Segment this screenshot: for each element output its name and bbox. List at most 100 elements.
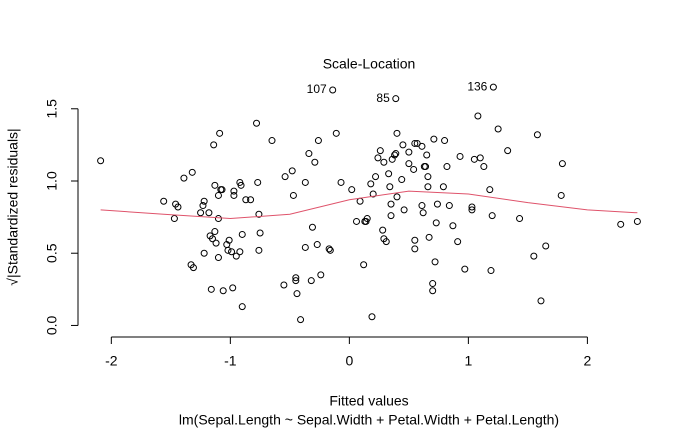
data-point xyxy=(305,150,313,158)
data-point xyxy=(400,206,408,214)
data-point xyxy=(353,217,361,225)
data-point xyxy=(207,285,215,293)
data-point xyxy=(228,248,236,256)
data-point xyxy=(280,281,288,289)
data-point xyxy=(456,152,464,160)
data-point xyxy=(418,202,426,210)
data-point xyxy=(208,235,216,243)
data-point xyxy=(386,183,394,191)
data-point xyxy=(430,135,438,143)
y-tick-label: 1.5 xyxy=(44,99,60,119)
data-point xyxy=(392,95,400,103)
data-point xyxy=(391,151,399,159)
data-point xyxy=(542,242,550,250)
data-point xyxy=(232,252,240,260)
data-point xyxy=(382,238,390,246)
data-point xyxy=(255,246,263,254)
y-tick-label: 1.0 xyxy=(44,171,60,191)
data-point xyxy=(325,245,333,253)
data-point xyxy=(288,167,296,175)
data-point xyxy=(423,151,431,159)
data-point xyxy=(293,290,301,298)
data-point xyxy=(292,274,300,282)
data-point xyxy=(405,160,413,168)
data-point xyxy=(385,170,393,178)
data-point xyxy=(313,241,321,249)
data-point xyxy=(308,223,316,231)
data-point xyxy=(433,200,441,208)
data-point xyxy=(160,197,168,205)
data-point xyxy=(326,246,334,254)
data-point xyxy=(356,197,364,205)
y-axis-label: √|Standardized residuals| xyxy=(5,128,21,285)
data-point xyxy=(281,173,289,181)
data-point xyxy=(489,83,497,91)
data-point xyxy=(367,180,375,188)
data-point xyxy=(425,233,433,241)
data-point xyxy=(256,229,264,237)
data-point xyxy=(419,209,427,217)
x-tick-label: 2 xyxy=(584,353,592,369)
data-point xyxy=(255,210,263,218)
data-point xyxy=(410,165,418,173)
data-point xyxy=(225,236,233,244)
data-point xyxy=(399,141,407,149)
data-point xyxy=(238,303,246,311)
data-point xyxy=(429,280,437,288)
data-point xyxy=(337,178,345,186)
data-point xyxy=(97,157,105,165)
data-point xyxy=(372,173,380,181)
data-point xyxy=(476,154,484,162)
data-point xyxy=(424,183,432,191)
data-point xyxy=(418,142,426,150)
data-point xyxy=(392,150,400,158)
data-point xyxy=(214,191,222,199)
data-point xyxy=(242,196,250,204)
data-point xyxy=(301,243,309,251)
data-point xyxy=(379,226,387,234)
data-point xyxy=(557,191,565,199)
data-point xyxy=(368,313,376,321)
data-point xyxy=(332,129,340,137)
data-point xyxy=(468,203,476,211)
data-point xyxy=(443,163,451,171)
x-tick-label: 1 xyxy=(464,353,472,369)
data-point xyxy=(431,258,439,266)
subtitle: lm(Sepal.Length ~ Sepal.Width + Petal.Wi… xyxy=(179,412,559,428)
data-point xyxy=(317,271,325,279)
data-point xyxy=(449,222,457,230)
data-point xyxy=(445,202,453,210)
data-point xyxy=(210,141,218,149)
data-point xyxy=(314,137,322,145)
data-point xyxy=(516,215,524,223)
data-point xyxy=(214,254,222,262)
x-axis-label: Fitted values xyxy=(329,393,408,409)
data-point xyxy=(468,206,476,214)
data-point xyxy=(470,155,478,163)
data-point xyxy=(429,287,437,295)
data-point xyxy=(439,183,447,191)
data-point xyxy=(411,245,419,253)
data-point xyxy=(170,215,178,223)
data-point xyxy=(211,181,219,189)
data-point xyxy=(174,203,182,211)
data-point xyxy=(411,139,419,147)
data-point xyxy=(537,297,545,305)
x-tick-label: -1 xyxy=(224,353,237,369)
data-point xyxy=(230,191,238,199)
data-point xyxy=(212,239,220,247)
data-point xyxy=(454,238,462,246)
data-point xyxy=(530,252,538,260)
data-point xyxy=(424,173,432,181)
data-point xyxy=(411,236,419,244)
data-point xyxy=(480,163,488,171)
data-point xyxy=(387,200,395,208)
data-point xyxy=(363,215,371,223)
data-point xyxy=(405,148,413,156)
point-label: 107 xyxy=(307,82,327,96)
point-label: 85 xyxy=(376,91,390,105)
data-point xyxy=(297,316,305,324)
data-point xyxy=(380,158,388,166)
y-tick-label: 0.0 xyxy=(44,316,60,336)
